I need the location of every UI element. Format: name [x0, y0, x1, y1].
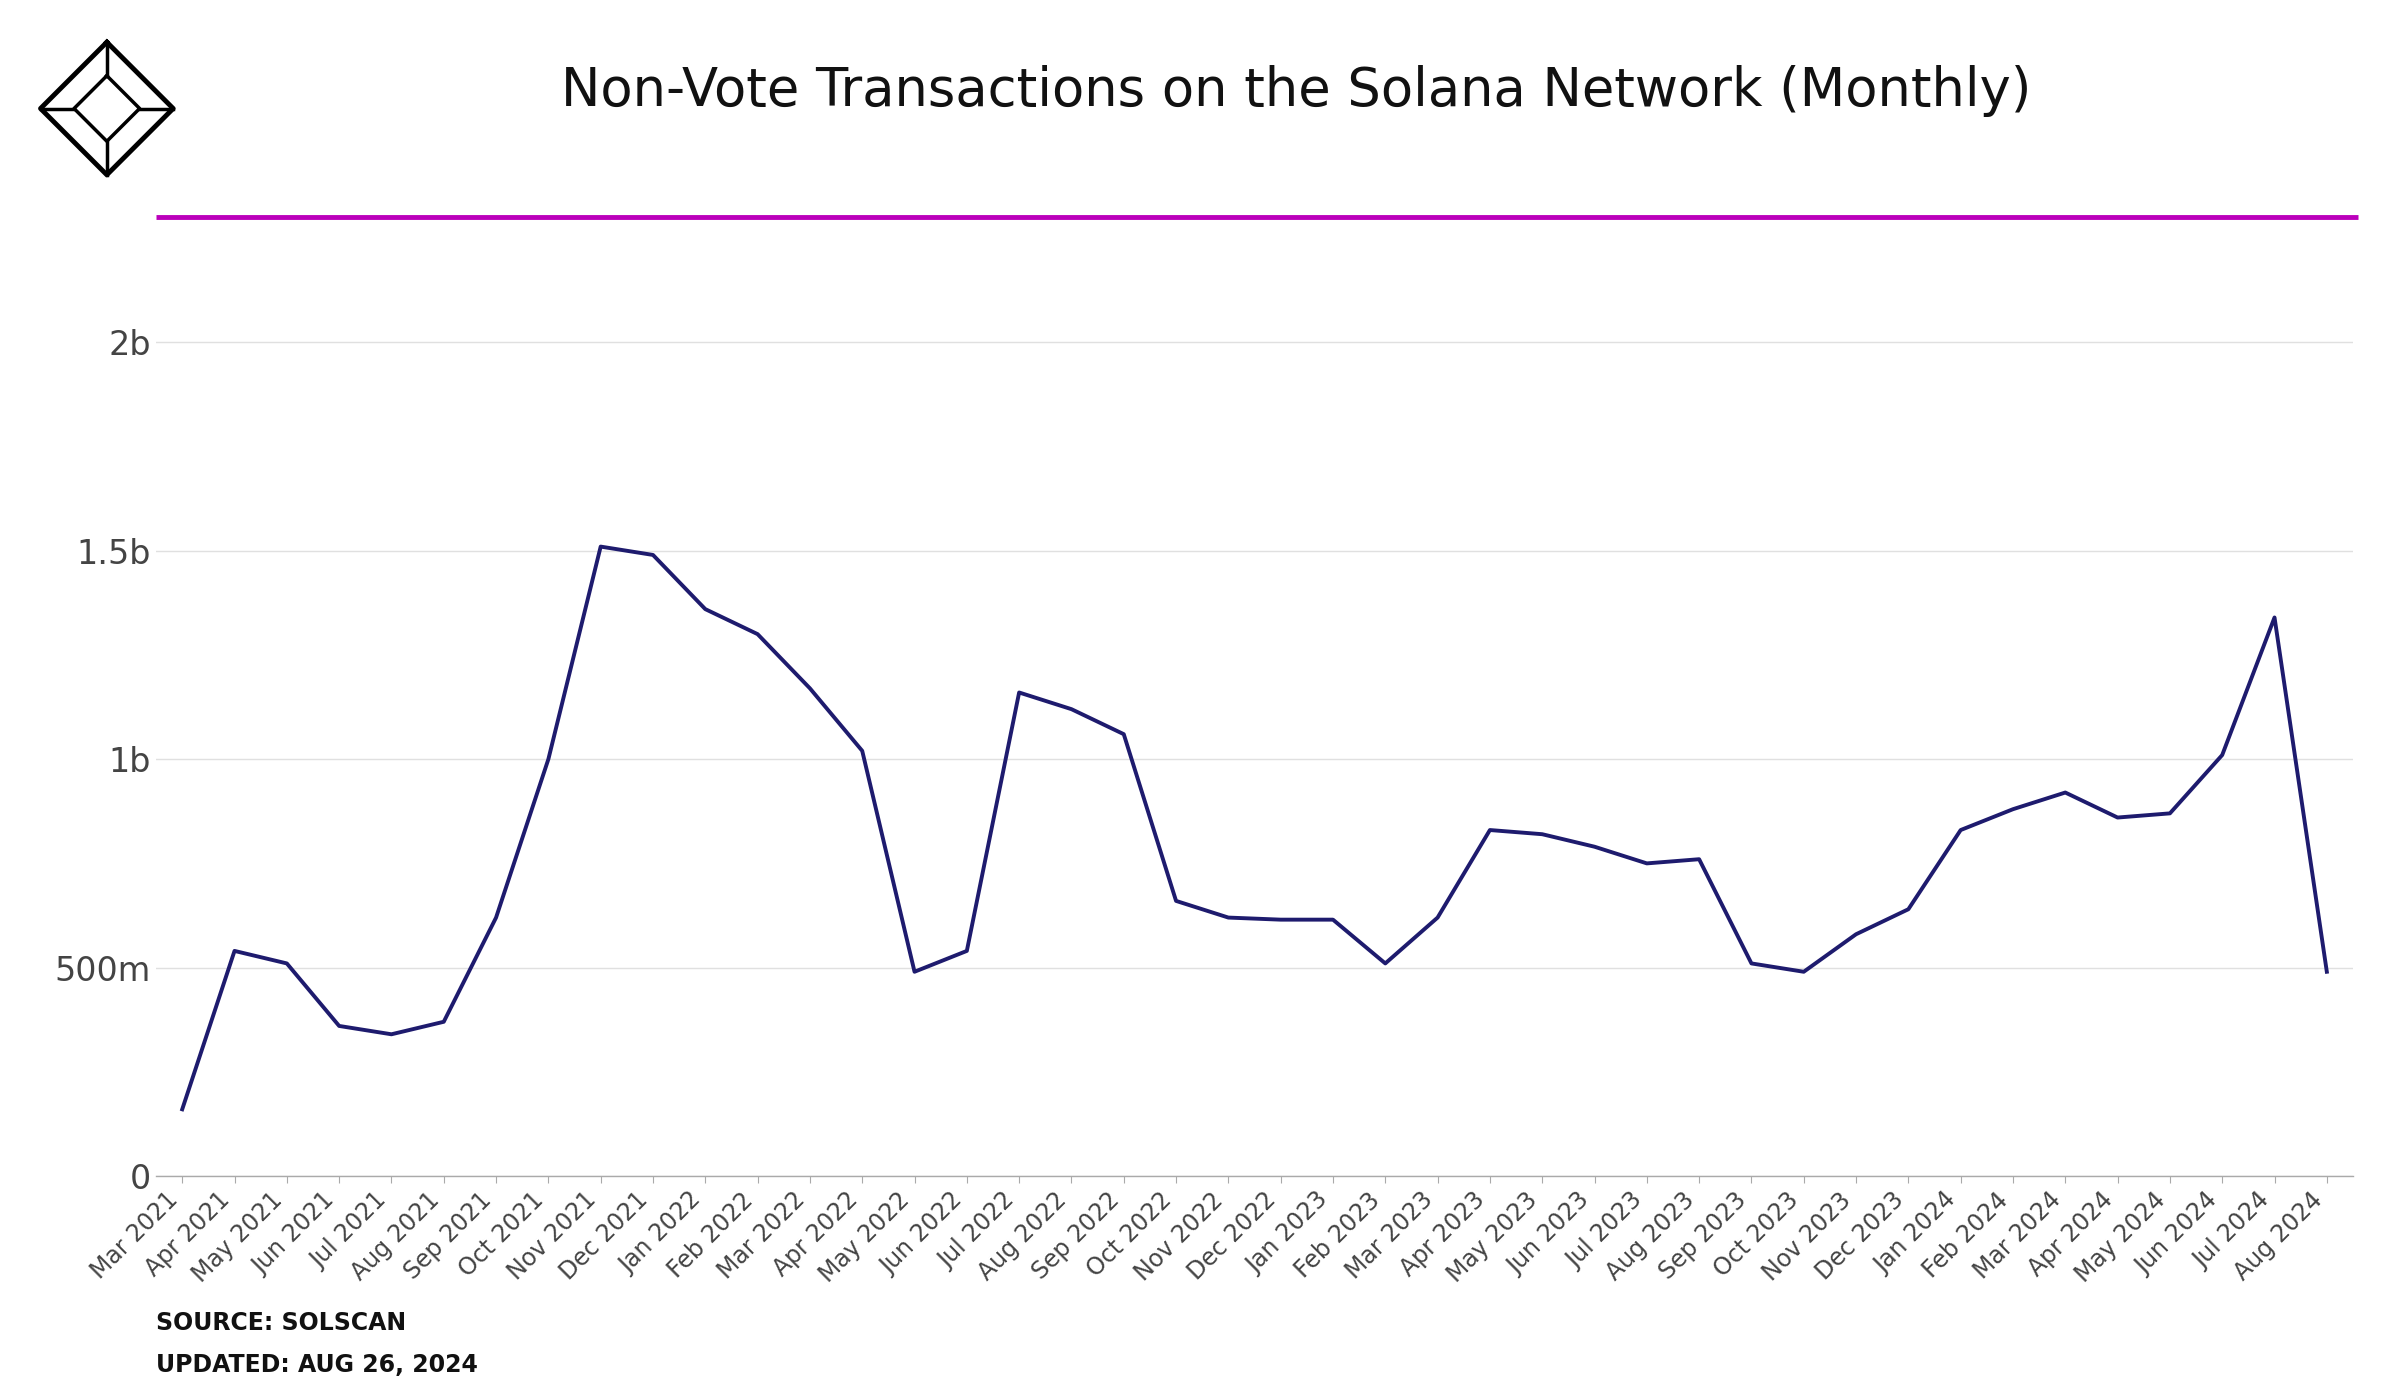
Text: UPDATED: AUG 26, 2024: UPDATED: AUG 26, 2024 [156, 1352, 478, 1378]
Text: Non-Vote Transactions on the Solana Network (Monthly): Non-Vote Transactions on the Solana Netw… [562, 64, 2031, 118]
Text: SOURCE: SOLSCAN: SOURCE: SOLSCAN [156, 1310, 406, 1336]
